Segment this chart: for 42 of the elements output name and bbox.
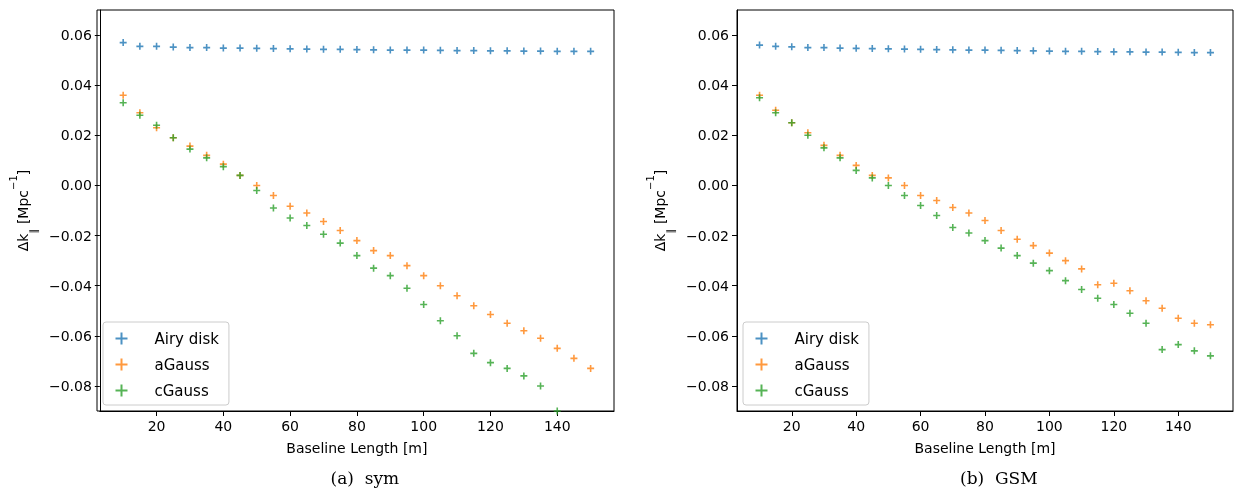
x-tick-label: 80	[347, 418, 366, 434]
legend-label: Airy disk	[794, 329, 860, 348]
y-tick-label: −0.02	[48, 227, 92, 244]
text: (a) sym	[330, 467, 400, 488]
y-tick-label: −0.04	[48, 277, 92, 294]
y-tick-label: 0.06	[60, 27, 92, 44]
y-tick-label: 0.00	[697, 177, 729, 194]
y-tick-label: 0.06	[697, 27, 730, 44]
y-tick-label: −0.06	[686, 327, 730, 344]
y-tick-label: 0.04	[60, 77, 92, 94]
x-tick-label: 60	[281, 418, 300, 434]
x-tick-label: 140	[543, 418, 571, 434]
x-tick-label: 40	[847, 418, 866, 434]
y-tick-label: 0.00	[60, 177, 92, 194]
legend-label: cGauss	[794, 381, 849, 400]
y-tick-label: −0.06	[48, 327, 92, 344]
y-tick-label: −0.08	[48, 377, 92, 394]
text: (b) GSM	[960, 467, 1038, 488]
legend-label: aGauss	[794, 355, 850, 374]
x-tick-label: 60	[911, 418, 930, 434]
x-tick-label: 20	[782, 418, 801, 434]
y-tick-label: −0.02	[686, 227, 729, 244]
x-axis-title: Baseline Length [m]	[286, 440, 428, 456]
x-tick-label: 80	[976, 418, 994, 434]
y-tick-label: 0.02	[697, 127, 729, 144]
x-tick-label: 20	[147, 418, 166, 434]
x-tick-label: 140	[1164, 418, 1192, 434]
y-axis-title: Δk∥ [Mpc−1]	[644, 169, 677, 252]
y-tick-label: 0.04	[697, 77, 730, 94]
x-tick-label: 120	[1100, 418, 1128, 434]
y-tick-label: −0.08	[686, 377, 729, 394]
x-tick-label: 100	[410, 418, 438, 434]
legend-label: Airy disk	[154, 329, 220, 348]
x-axis-title: Baseline Length [m]	[914, 440, 1056, 456]
legend-label: aGauss	[154, 355, 210, 374]
x-tick-label: 40	[214, 418, 233, 434]
legend-label: cGauss	[154, 381, 209, 400]
y-tick-label: 0.02	[60, 127, 92, 144]
y-axis-title: Δk∥ [Mpc−1]	[7, 169, 40, 252]
x-tick-label: 100	[1036, 418, 1063, 434]
x-tick-label: 120	[477, 418, 504, 434]
y-tick-label: −0.04	[686, 277, 730, 294]
